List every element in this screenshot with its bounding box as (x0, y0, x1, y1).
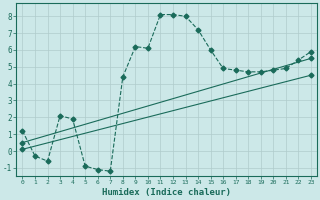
X-axis label: Humidex (Indice chaleur): Humidex (Indice chaleur) (102, 188, 231, 197)
